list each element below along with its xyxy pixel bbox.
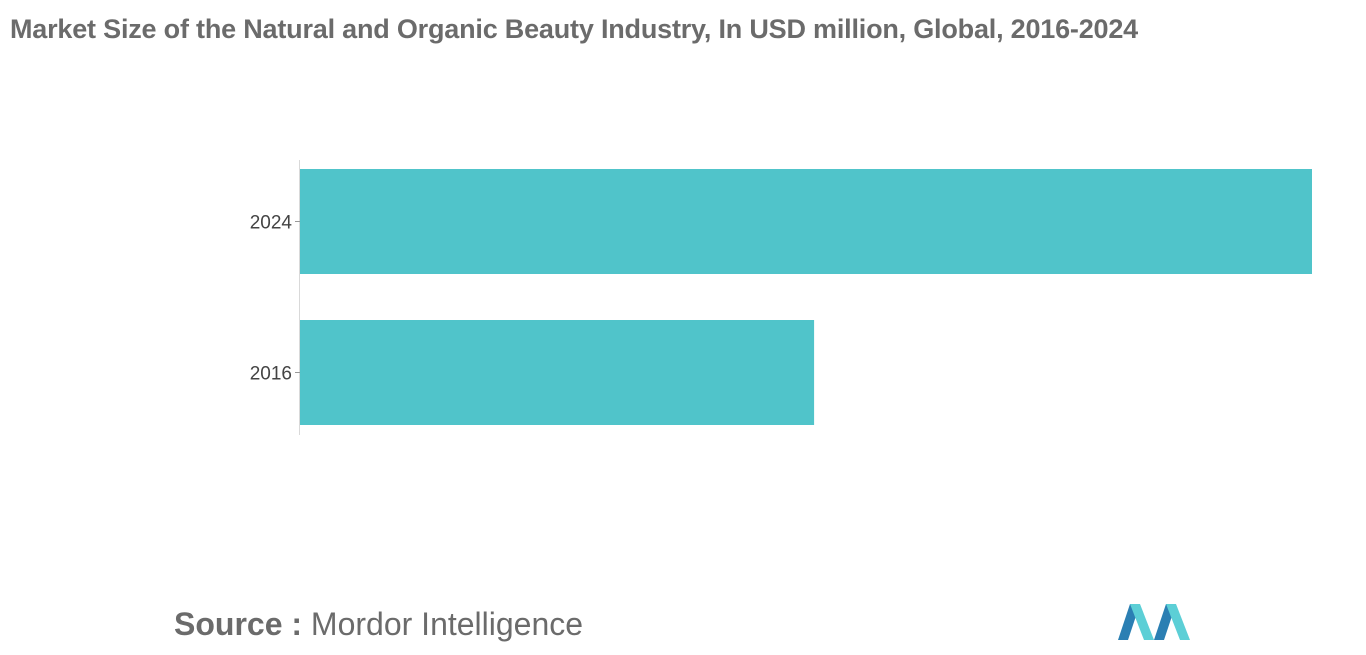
bar-2016 xyxy=(300,320,815,425)
y-tick-label-2016: 2016 xyxy=(250,364,292,385)
bar-2024 xyxy=(300,169,1312,274)
source-text: Mordor Intelligence xyxy=(310,606,584,642)
chart-title: Market Size of the Natural and Organic B… xyxy=(10,14,1138,44)
source-label: Source : xyxy=(174,606,303,642)
mordor-intelligence-logo-icon xyxy=(1118,604,1190,640)
y-tick-label-2024: 2024 xyxy=(250,213,293,234)
source-note: Source : Mordor Intelligence xyxy=(174,606,583,643)
